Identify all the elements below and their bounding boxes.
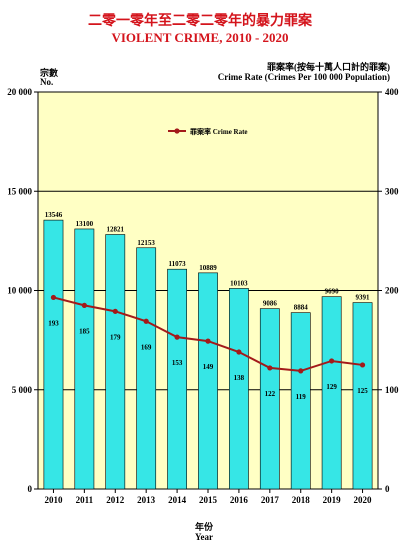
chart-title-zh: 二零一零年至二零二零年的暴力罪案 bbox=[88, 13, 312, 29]
y-left-tick-label: 20 000 bbox=[7, 87, 32, 97]
crime-rate-point bbox=[112, 308, 118, 314]
crime-rate-value-label: 185 bbox=[79, 327, 90, 335]
crime-rate-point bbox=[50, 294, 57, 301]
bar bbox=[198, 272, 218, 490]
bar-value-label: 9690 bbox=[325, 288, 340, 296]
crime-rate-value-label: 153 bbox=[172, 359, 183, 367]
crime-rate-point bbox=[329, 358, 335, 364]
left-axis-label-en: No. bbox=[40, 77, 54, 87]
crime-rate-value-label: 149 bbox=[203, 363, 214, 371]
right-axis-label-en: Crime Rate (Crimes Per 100 000 Populatio… bbox=[217, 72, 390, 82]
bar bbox=[105, 234, 126, 490]
x-axis-label-zh: 年份 bbox=[195, 522, 214, 532]
crime-rate-point bbox=[359, 362, 366, 368]
bar-value-label: 10889 bbox=[199, 264, 217, 272]
crime-rate-point bbox=[267, 365, 273, 371]
bar-value-label: 8884 bbox=[294, 304, 309, 312]
x-tick-label: 2017 bbox=[261, 495, 280, 505]
x-tick-label: 2011 bbox=[76, 495, 94, 505]
bar bbox=[321, 296, 342, 490]
bar bbox=[167, 268, 187, 490]
crime-rate-point bbox=[298, 368, 304, 374]
y-right-tick-label: 0 bbox=[385, 484, 390, 494]
bar bbox=[136, 247, 157, 490]
bar bbox=[259, 308, 280, 490]
bar-value-label: 13546 bbox=[45, 211, 63, 219]
y-right-tick-label: 200 bbox=[385, 286, 399, 296]
bar bbox=[74, 228, 95, 490]
bar bbox=[352, 302, 373, 490]
x-tick-label: 2019 bbox=[323, 495, 342, 505]
y-left-tick-label: 10 000 bbox=[7, 286, 32, 296]
crime-rate-point bbox=[174, 334, 180, 340]
y-left-tick-label: 0 bbox=[28, 484, 33, 494]
legend-label: 罪案率 Crime Rate bbox=[190, 127, 248, 136]
left-axis-label-zh: 宗數 bbox=[40, 68, 59, 78]
chart-title-en: VIOLENT CRIME, 2010 - 2020 bbox=[111, 30, 289, 45]
bar-value-label: 11073 bbox=[169, 260, 187, 268]
x-tick-label: 2010 bbox=[44, 495, 63, 505]
bar-value-label: 13100 bbox=[76, 220, 94, 228]
y-right-tick-label: 100 bbox=[385, 385, 399, 395]
x-tick-label: 2014 bbox=[168, 495, 187, 505]
crime-rate-value-label: 129 bbox=[326, 383, 337, 391]
crime-rate-value-label: 169 bbox=[141, 343, 152, 351]
bar bbox=[229, 288, 249, 490]
x-tick-label: 2020 bbox=[354, 495, 373, 505]
legend-marker bbox=[174, 128, 180, 134]
bar bbox=[43, 219, 64, 490]
crime-rate-value-label: 193 bbox=[48, 319, 59, 327]
crime-rate-point bbox=[81, 302, 87, 308]
bar-value-label: 9391 bbox=[356, 294, 371, 302]
y-right-tick-label: 400 bbox=[385, 87, 399, 97]
right-axis-label-zh: 罪案率(按每十萬人口計的罪案) bbox=[267, 62, 390, 72]
bar-value-label: 12153 bbox=[137, 239, 155, 247]
bar-value-label: 12821 bbox=[107, 226, 125, 234]
crime-rate-point bbox=[143, 318, 149, 324]
y-right-tick-label: 300 bbox=[385, 186, 399, 196]
crime-rate-value-label: 125 bbox=[357, 387, 368, 395]
x-tick-label: 2013 bbox=[137, 495, 156, 505]
y-left-tick-label: 15 000 bbox=[7, 186, 32, 196]
x-tick-label: 2012 bbox=[106, 495, 125, 505]
crime-rate-value-label: 119 bbox=[296, 393, 307, 401]
bar-value-label: 9086 bbox=[263, 300, 278, 308]
x-tick-label: 2018 bbox=[292, 495, 311, 505]
bar-value-label: 10103 bbox=[230, 279, 248, 287]
crime-rate-value-label: 179 bbox=[110, 333, 121, 341]
crime-rate-point bbox=[205, 338, 211, 344]
x-tick-label: 2016 bbox=[230, 495, 249, 505]
x-tick-label: 2015 bbox=[199, 495, 218, 505]
y-left-tick-label: 5 000 bbox=[12, 385, 33, 395]
x-axis-label-en: Year bbox=[195, 532, 213, 542]
crime-rate-value-label: 122 bbox=[265, 390, 276, 398]
crime-rate-point bbox=[236, 349, 242, 355]
crime-rate-value-label: 138 bbox=[234, 374, 245, 382]
